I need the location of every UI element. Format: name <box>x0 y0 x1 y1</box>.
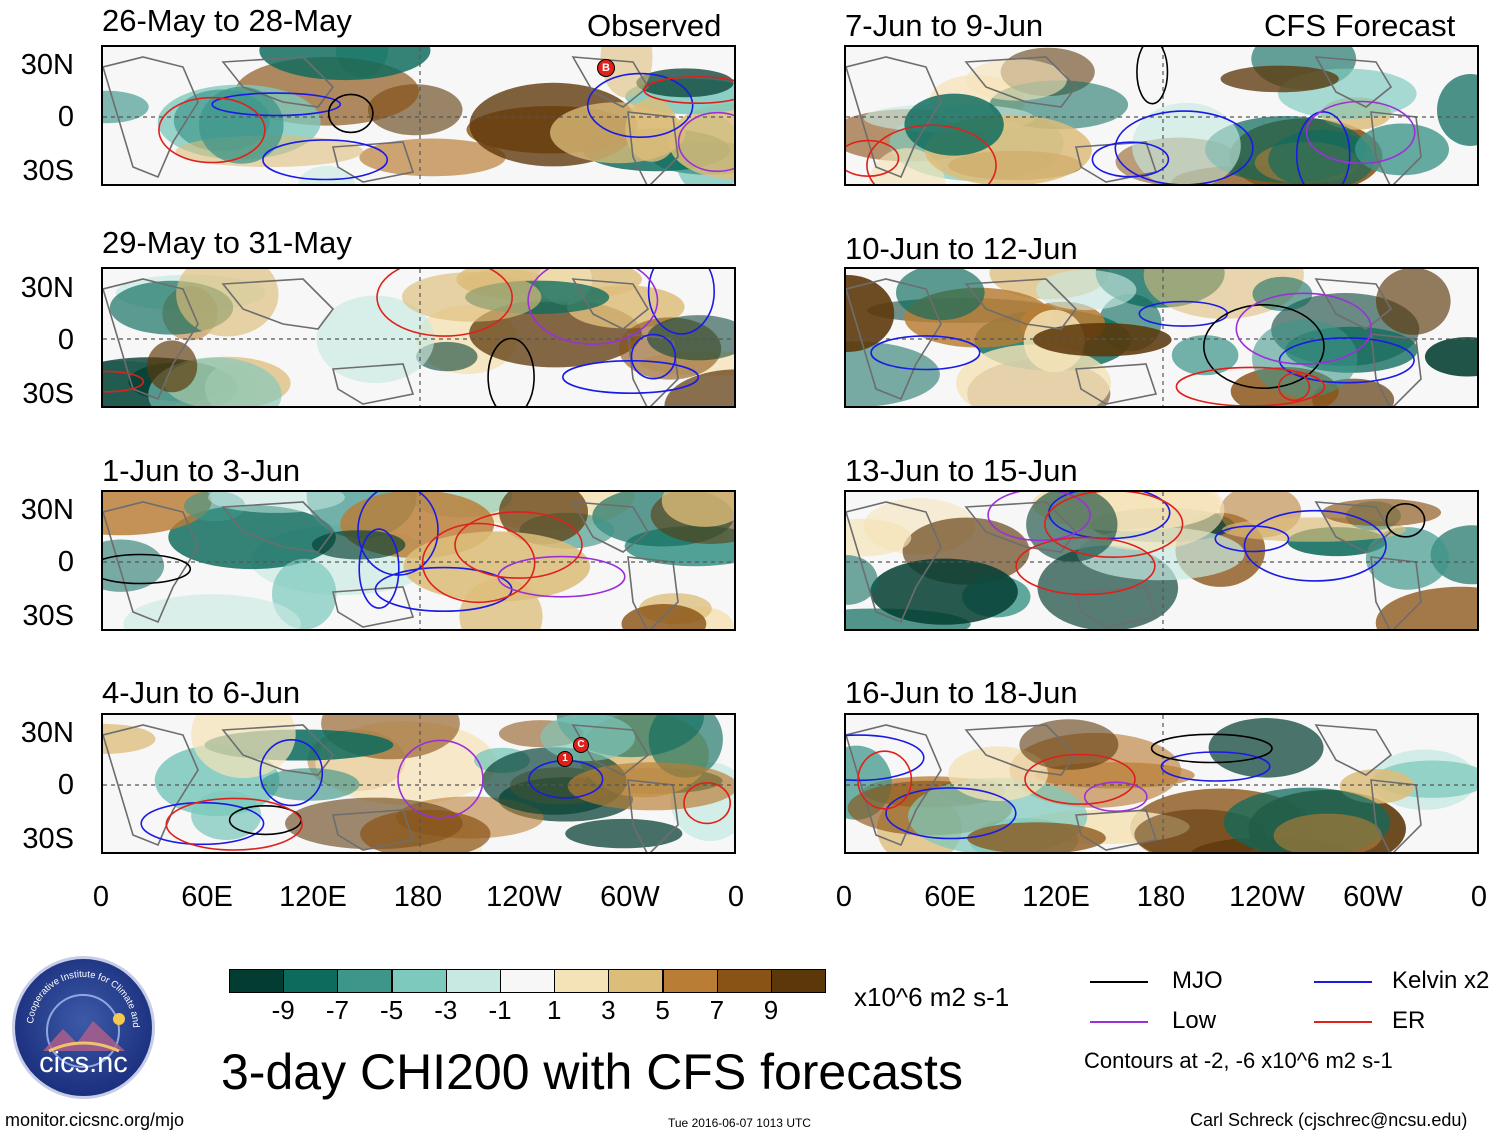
logo-text: cics.nc <box>39 1047 128 1079</box>
colorbar-swatch <box>554 969 610 993</box>
colorbar-swatch <box>608 969 664 993</box>
colorbar-swatch <box>337 969 393 993</box>
colorbar-tick-label: 5 <box>655 995 670 1025</box>
lon-label-180-right: 180 <box>1136 881 1186 913</box>
panel-title-obs-1: 26-May to 28-May <box>102 3 352 38</box>
colorbar-swatch <box>662 969 718 993</box>
footer-url: monitor.cicsnc.org/mjo <box>5 1110 185 1130</box>
lon-label-60e-left: 60E <box>181 881 233 913</box>
lat-label-30n: 30N <box>20 494 74 526</box>
lon-label-120e-right: 120E <box>1022 881 1090 913</box>
lon-label-120w-right: 120W <box>1229 881 1305 913</box>
lon-label-0-left: 0 <box>92 881 110 913</box>
lat-label-eq: 0 <box>57 769 74 801</box>
colorbar-tick-label: 3 <box>601 995 616 1025</box>
lon-label-120e-left: 120E <box>279 881 347 913</box>
lon-label-360-left: 0 <box>727 881 745 913</box>
storm-marker-1: 1 <box>557 751 573 767</box>
colorbar-tick-label: -7 <box>325 995 349 1025</box>
contours-note: Contours at -2, -6 x10^6 m2 s-1 <box>1084 1048 1393 1073</box>
lat-label-eq: 0 <box>57 324 74 356</box>
lat-label-eq: 0 <box>57 101 74 133</box>
map-panel-fc-1 <box>844 45 1479 186</box>
legend-line-low <box>1090 1021 1148 1023</box>
colorbar-swatch <box>445 969 501 993</box>
legend-label-kelvin: Kelvin x2 <box>1392 967 1490 994</box>
panel-title-obs-3: 1-Jun to 3-Jun <box>102 453 301 488</box>
lat-label-30s: 30S <box>22 155 74 187</box>
colorbar-swatch <box>229 969 284 993</box>
colorbar-tick-label: -3 <box>434 995 458 1025</box>
colorbar-tick-label: -9 <box>271 995 295 1025</box>
colorbar-tick-label: 1 <box>546 995 562 1025</box>
footer-timestamp: Tue 2016-06-07 1013 UTC <box>668 1116 811 1130</box>
colorbar-tick-label: 7 <box>709 995 725 1025</box>
cfs-forecast-label: CFS Forecast <box>1264 8 1456 43</box>
panel-title-obs-4: 4-Jun to 6-Jun <box>102 675 301 710</box>
lat-label-30n: 30N <box>20 272 74 304</box>
legend-line-mjo <box>1090 981 1148 983</box>
lon-label-60w-left: 60W <box>600 881 660 913</box>
lon-label-360-right: 0 <box>1470 881 1488 913</box>
observed-label: Observed <box>587 8 722 43</box>
lat-label-30s: 30S <box>22 823 74 855</box>
colorbar-swatch <box>283 969 339 993</box>
map-panel-obs-3 <box>101 490 736 631</box>
colorbar-units: x10^6 m2 s-1 <box>854 982 1010 1012</box>
colorbar-tick-label: -5 <box>380 995 404 1025</box>
lat-label-30s: 30S <box>22 378 74 410</box>
main-title: 3-day CHI200 with CFS forecasts <box>221 1044 963 1100</box>
map-panel-obs-4 <box>101 713 736 854</box>
storm-marker-b: B <box>597 59 615 77</box>
panel-title-fc-2: 10-Jun to 12-Jun <box>845 231 1078 266</box>
map-panel-obs-2 <box>101 267 736 408</box>
colorbar-tick-label: 9 <box>763 995 779 1025</box>
map-panel-obs-1 <box>101 45 736 186</box>
map-panel-fc-3 <box>844 490 1479 631</box>
legend-line-kelvin <box>1314 981 1372 983</box>
colorbar-swatch <box>500 969 555 993</box>
cics-logo: Cooperative Institute for Climate and Sa… <box>12 956 155 1099</box>
lat-label-30s: 30S <box>22 600 74 632</box>
lon-label-180-left: 180 <box>393 881 443 913</box>
lon-label-0-right: 0 <box>835 881 853 913</box>
legend-label-low: Low <box>1172 1007 1217 1034</box>
legend-label-er: ER <box>1392 1007 1426 1034</box>
panel-title-fc-3: 13-Jun to 15-Jun <box>845 453 1078 488</box>
map-panel-fc-4 <box>844 713 1479 854</box>
lon-label-60e-right: 60E <box>924 881 976 913</box>
lat-label-30n: 30N <box>20 717 74 749</box>
storm-marker-c: C <box>573 737 589 753</box>
map-panel-fc-2 <box>844 267 1479 408</box>
lat-label-eq: 0 <box>57 546 74 578</box>
colorbar-swatch <box>391 969 447 993</box>
colorbar-swatch <box>771 969 826 993</box>
colorbar-tick-label: -1 <box>488 995 512 1025</box>
legend-line-er <box>1314 1021 1372 1023</box>
panel-title-obs-2: 29-May to 31-May <box>102 225 352 260</box>
colorbar-swatch <box>716 969 772 993</box>
lon-label-120w-left: 120W <box>486 881 562 913</box>
lon-label-60w-right: 60W <box>1343 881 1403 913</box>
lat-label-30n: 30N <box>20 49 74 81</box>
footer-credit: Carl Schreck (cjschrec@ncsu.edu) <box>1190 1110 1468 1130</box>
panel-title-fc-1: 7-Jun to 9-Jun <box>845 8 1044 43</box>
legend-label-mjo: MJO <box>1172 967 1223 994</box>
panel-title-fc-4: 16-Jun to 18-Jun <box>845 675 1078 710</box>
